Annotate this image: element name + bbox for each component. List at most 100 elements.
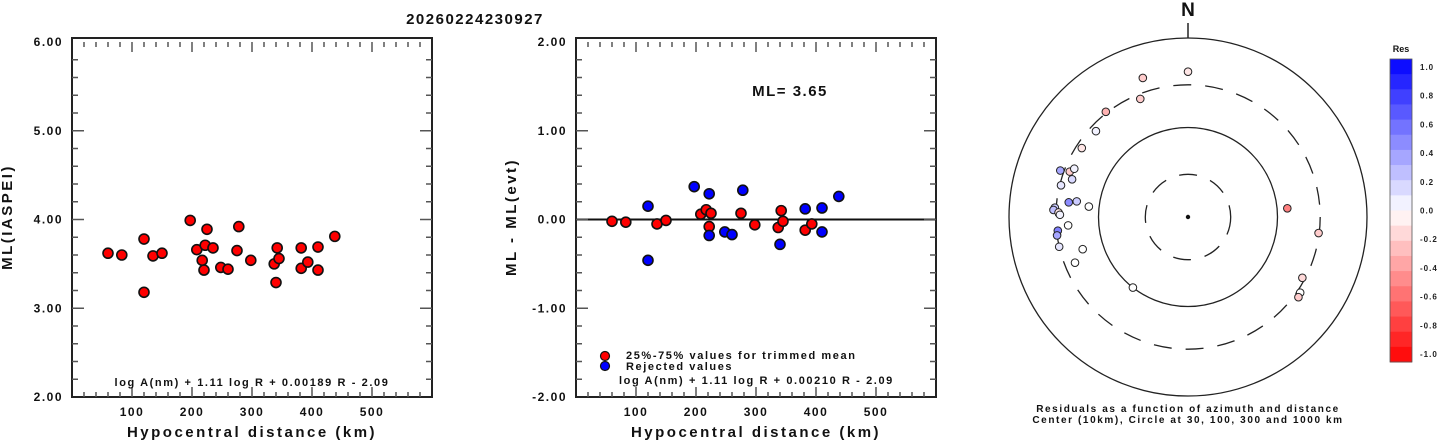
station-marker	[1101, 107, 1111, 117]
plot2-point-a	[606, 215, 618, 228]
plot2-point-b	[688, 180, 701, 193]
residual-vs-distance-plot: 100 200 300 400 500 -2.00 -1.00 0.00 1.00 2.00 ML…	[503, 35, 937, 441]
plot1-xtick-label: 200	[180, 405, 205, 419]
plot2-point-b	[774, 238, 786, 251]
station-marker	[1056, 181, 1066, 190]
colorbar-cell	[1390, 286, 1412, 302]
colorbar-label: -0.6	[1420, 293, 1437, 302]
plot1-xtick-label: 100	[120, 405, 145, 419]
station-marker	[1067, 175, 1077, 184]
colorbar-cell	[1390, 271, 1412, 287]
plot2-point-a	[748, 219, 761, 231]
colorbar-cell	[1390, 195, 1412, 211]
colorbar-cell	[1390, 255, 1412, 272]
plot1-point-a	[196, 254, 208, 267]
plot2-point-a	[805, 218, 818, 230]
ring-1000km	[1008, 37, 1368, 397]
plot2-point-b	[703, 229, 716, 242]
colorbar-cell	[1390, 316, 1412, 333]
station-marker	[1078, 244, 1087, 254]
plot1-point-a	[102, 247, 114, 260]
ring-300km	[1055, 84, 1321, 350]
colorbar-cell	[1390, 104, 1412, 121]
plot2-ytick-label: 1.00	[538, 124, 567, 138]
plot2-point-b	[799, 203, 812, 215]
plot1-ylabel: ML(IASPEI)	[0, 164, 16, 270]
station-marker	[1069, 164, 1079, 174]
station-marker	[1283, 204, 1292, 213]
colorbar-cell	[1390, 59, 1412, 75]
plot1-point-a	[231, 244, 243, 257]
plot2-xlabel: Hypocentral distance (km)	[631, 424, 881, 441]
plot2-point-b	[816, 226, 828, 238]
plot1-frame	[71, 37, 433, 398]
plot2-ytick-label: 0.00	[538, 213, 567, 227]
ml-vs-distance-plot: 100 200 300 400 500 2.00 3.00 4.00 5.00 6.00 log …	[0, 35, 433, 441]
plot2-xtick-label: 100	[624, 405, 649, 419]
colorbar-cell	[1390, 180, 1412, 196]
plot1-ytick-label: 2.00	[34, 390, 63, 404]
plot2-xtick-label: 500	[864, 405, 889, 419]
plot1-point-a	[184, 214, 196, 227]
plot2-point-a	[660, 214, 672, 227]
plot1-point-a	[312, 264, 324, 276]
colorbar-cell	[1390, 119, 1412, 136]
polar-caption-line2: Center (10km), Circle at 30, 100, 300 an…	[1032, 415, 1343, 426]
plot1-xtick-label: 300	[240, 405, 265, 419]
colorbar-label: 0.8	[1420, 92, 1434, 101]
colorbar-cell	[1390, 240, 1412, 257]
plot2-formula: log A(nm) + 1.11 log R + 0.00210 R - 2.0…	[619, 375, 894, 387]
ml-annotation: ML= 3.65	[752, 83, 828, 100]
plot2-point-b	[642, 254, 654, 267]
legend-marker-trimmed	[599, 350, 611, 362]
colorbar-cell	[1390, 301, 1412, 318]
plot1-point-a	[312, 241, 324, 253]
plot1-point-a	[156, 247, 168, 260]
plot1-point-a	[207, 242, 219, 254]
plot1-point-a	[198, 264, 210, 276]
plot2-xtick-label: 300	[744, 405, 769, 419]
legend-label-rejected: Rejected values	[626, 361, 733, 373]
plot1-xlabel: Hypocentral distance (km)	[127, 424, 377, 441]
colorbar-cell	[1390, 331, 1412, 348]
plot2-xtick-label: 400	[804, 405, 829, 419]
station-marker	[1054, 242, 1064, 252]
station-marker	[1070, 258, 1080, 267]
plot2-xtick-label: 200	[684, 405, 709, 419]
colorbar-cell	[1390, 134, 1412, 151]
plot1-formula: log A(nm) + 1.11 log R + 0.00189 R - 2.0…	[115, 377, 390, 389]
station-marker	[1084, 202, 1094, 211]
legend-label-trimmed: 25%-75% values for trimmed mean	[626, 350, 857, 362]
polar-caption-line1: Residuals as a function of azimuth and d…	[1036, 404, 1340, 415]
colorbar-cell	[1390, 346, 1412, 363]
colorbar-cell	[1390, 165, 1412, 181]
plot1-point-a	[233, 220, 245, 233]
colorbar-label: 0.6	[1420, 120, 1434, 129]
station-marker	[1077, 143, 1087, 153]
plot1-point-a	[273, 252, 285, 265]
station-marker	[1072, 197, 1082, 206]
colorbar-label: 0.4	[1420, 149, 1434, 158]
residual-colorbar: Res 1.0 0.8 0.6 0.4 0.2 0.0 -0.2 -0.4 -0.6 -0.8 -1…	[1389, 44, 1437, 363]
colorbar-label: -1.0	[1420, 350, 1437, 359]
plot1-point-a	[245, 254, 257, 267]
station-marker	[1128, 283, 1138, 292]
plot2-point-b	[726, 228, 738, 241]
plot2-point-b	[832, 190, 845, 203]
plot2-point-a	[735, 207, 747, 220]
plot2-ytick-label: -1.00	[532, 301, 567, 315]
colorbar-cell	[1390, 210, 1412, 227]
station-marker	[1135, 94, 1145, 104]
station-marker	[1063, 221, 1073, 230]
colorbar-label: 1.0	[1420, 63, 1434, 72]
plot2-point-a	[705, 207, 717, 220]
station-marker	[1052, 231, 1062, 240]
plot2-point-b	[736, 184, 749, 197]
plot1-point-a	[328, 230, 341, 243]
residual-azimuth-polar-plot: N Residuals as a function of azimuth and…	[1008, 0, 1368, 426]
plot1-point-a	[222, 263, 234, 276]
plot2-point-b	[703, 187, 716, 200]
ring-30km	[1144, 173, 1232, 261]
plot1-point-a	[116, 249, 128, 261]
